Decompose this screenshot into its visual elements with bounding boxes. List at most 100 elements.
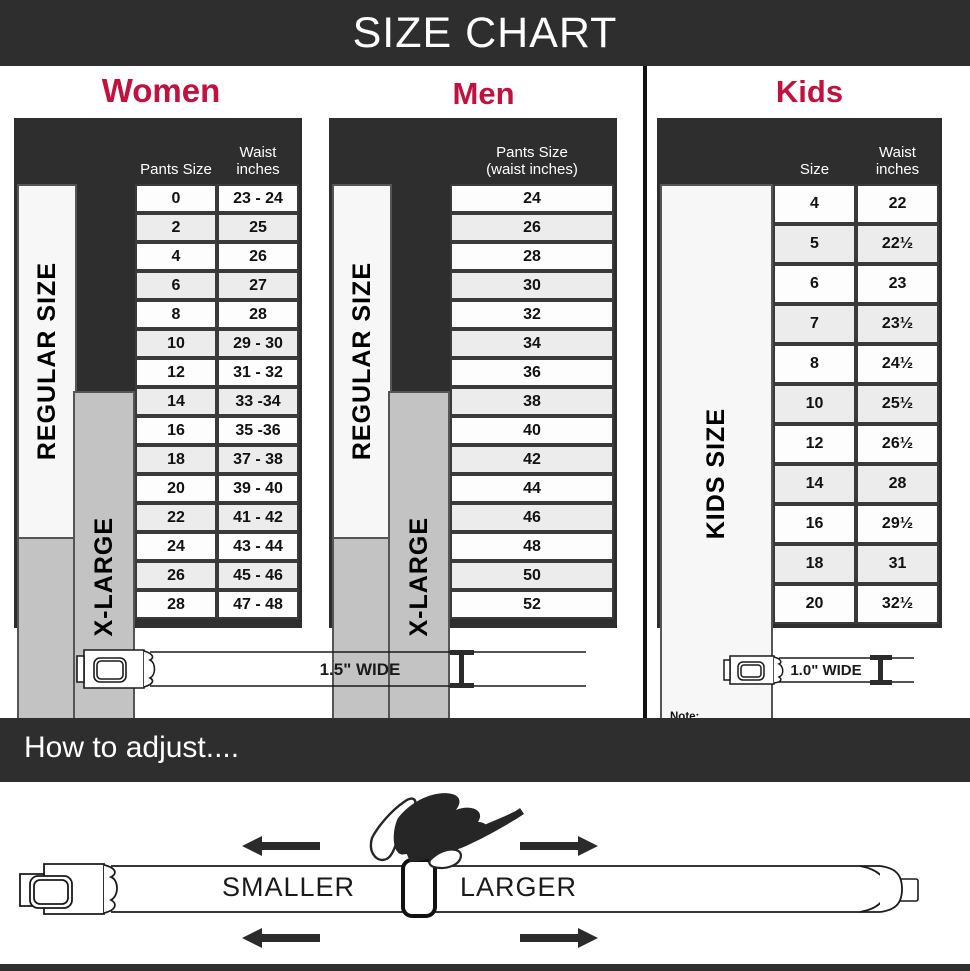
cell-pants-size: 34	[450, 329, 614, 358]
men-section-title: Men	[452, 76, 515, 111]
women-col2-header: Waist inches	[236, 143, 280, 179]
table-row: 4 26	[135, 242, 299, 271]
cell-waist-inches: 23½	[856, 304, 939, 344]
cell-waist-inches: 28	[217, 300, 299, 329]
cell-waist-inches: 23 - 24	[217, 184, 299, 213]
cell-pants-size: 38	[450, 387, 614, 416]
cell-waist-inches: 31 - 32	[217, 358, 299, 387]
table-row: 52	[450, 590, 614, 619]
kids-belt-diagram: 1.0" WIDE	[718, 646, 918, 694]
cell-waist-inches: 35 -36	[217, 416, 299, 445]
cell-pants-size: 36	[450, 358, 614, 387]
cell-kids-size: 16	[773, 504, 856, 544]
footer-strip	[0, 964, 970, 971]
table-row: 28 47 - 48	[135, 590, 299, 619]
table-row: 24 43 - 44	[135, 532, 299, 561]
cell-waist-inches: 33 -34	[217, 387, 299, 416]
table-row: 18 31	[773, 544, 939, 584]
cell-pants-size: 0	[135, 184, 217, 213]
kids-table-rows: 4 22 5 22½ 6 23 7 23½ 8 24½ 10 25½ 12 26½ 14 28 16 29½ 18 3…	[773, 184, 939, 624]
cell-kids-size: 5	[773, 224, 856, 264]
cell-pants-size: 30	[450, 271, 614, 300]
cell-pants-size: 20	[135, 474, 217, 503]
cell-pants-size: 14	[135, 387, 217, 416]
table-row: 2 25	[135, 213, 299, 242]
table-row: 16 29½	[773, 504, 939, 544]
cell-pants-size: 46	[450, 503, 614, 532]
title-bar: SIZE CHART	[0, 0, 970, 66]
cell-waist-inches: 27	[217, 271, 299, 300]
cell-waist-inches: 43 - 44	[217, 532, 299, 561]
cell-waist-inches: 23	[856, 264, 939, 304]
cell-waist-inches: 45 - 46	[217, 561, 299, 590]
cell-waist-inches: 29½	[856, 504, 939, 544]
adjust-belt-svg	[19, 793, 919, 948]
table-row: 0 23 - 24	[135, 184, 299, 213]
cell-waist-inches: 41 - 42	[217, 503, 299, 532]
table-row: 24	[450, 184, 614, 213]
table-row: 14 33 -34	[135, 387, 299, 416]
cell-waist-inches: 37 - 38	[217, 445, 299, 474]
cell-kids-size: 18	[773, 544, 856, 584]
smaller-label: SMALLER	[222, 872, 356, 902]
cell-pants-size: 8	[135, 300, 217, 329]
table-row: 22 41 - 42	[135, 503, 299, 532]
table-row: 26	[450, 213, 614, 242]
cell-waist-inches: 28	[856, 464, 939, 504]
table-row: 18 37 - 38	[135, 445, 299, 474]
women-section-title: Women	[101, 72, 221, 109]
table-row: 32	[450, 300, 614, 329]
cell-pants-size: 16	[135, 416, 217, 445]
cell-kids-size: 8	[773, 344, 856, 384]
cell-pants-size: 28	[135, 590, 217, 619]
men-chart-column: Men Pants Size (waist inches) REGULAR SI…	[322, 66, 645, 763]
men-xlarge-panel: X-LARGE	[388, 391, 450, 763]
cell-waist-inches: 26	[217, 242, 299, 271]
cell-waist-inches: 31	[856, 544, 939, 584]
table-row: 8 28	[135, 300, 299, 329]
men-table-header: Pants Size (waist inches)	[332, 121, 614, 184]
table-row: 5 22½	[773, 224, 939, 264]
cell-pants-size: 32	[450, 300, 614, 329]
cell-waist-inches: 24½	[856, 344, 939, 384]
men-regular-size-panel: REGULAR SIZE	[332, 184, 392, 539]
cell-pants-size: 24	[450, 184, 614, 213]
cell-pants-size: 48	[450, 532, 614, 561]
howto-adjust-bar: How to adjust....	[0, 718, 970, 778]
women-table-rows: 0 23 - 24 2 25 4 26 6 27 8 28 10 29 - 30 12 31 - 32 14…	[135, 184, 299, 619]
larger-label: LARGER	[460, 872, 578, 902]
kids-table-header: Size Waist inches	[660, 121, 939, 184]
page-title: SIZE CHART	[352, 8, 618, 57]
women-table-header: Pants Size Waist inches	[17, 121, 299, 184]
men-size-table: Pants Size (waist inches) REGULAR SIZE X…	[329, 118, 617, 763]
table-row: 44	[450, 474, 614, 503]
women-regular-size-panel: REGULAR SIZE	[17, 184, 77, 539]
table-row: 7 23½	[773, 304, 939, 344]
women-xlarge-panel: X-LARGE	[73, 391, 135, 763]
cell-kids-size: 12	[773, 424, 856, 464]
table-row: 14 28	[773, 464, 939, 504]
cell-pants-size: 26	[135, 561, 217, 590]
cell-kids-size: 4	[773, 184, 856, 224]
cell-waist-inches: 25	[217, 213, 299, 242]
kids-col1-header: Size	[799, 161, 830, 179]
men-col1-header: Pants Size (waist inches)	[486, 143, 578, 179]
section-divider	[643, 66, 647, 718]
cell-pants-size: 50	[450, 561, 614, 590]
cell-kids-size: 20	[773, 584, 856, 624]
table-row: 36	[450, 358, 614, 387]
cell-pants-size: 44	[450, 474, 614, 503]
table-row: 16 35 -36	[135, 416, 299, 445]
table-row: 50	[450, 561, 614, 590]
cell-kids-size: 14	[773, 464, 856, 504]
table-row: 10 29 - 30	[135, 329, 299, 358]
table-row: 40	[450, 416, 614, 445]
cell-pants-size: 6	[135, 271, 217, 300]
howto-heading: How to adjust....	[24, 731, 240, 764]
table-row: 48	[450, 532, 614, 561]
cell-waist-inches: 25½	[856, 384, 939, 424]
women-chart-column: Women Pants Size Waist inches REGULAR SI…	[0, 66, 322, 763]
table-row: 6 23	[773, 264, 939, 304]
table-row: 26 45 - 46	[135, 561, 299, 590]
cell-kids-size: 10	[773, 384, 856, 424]
